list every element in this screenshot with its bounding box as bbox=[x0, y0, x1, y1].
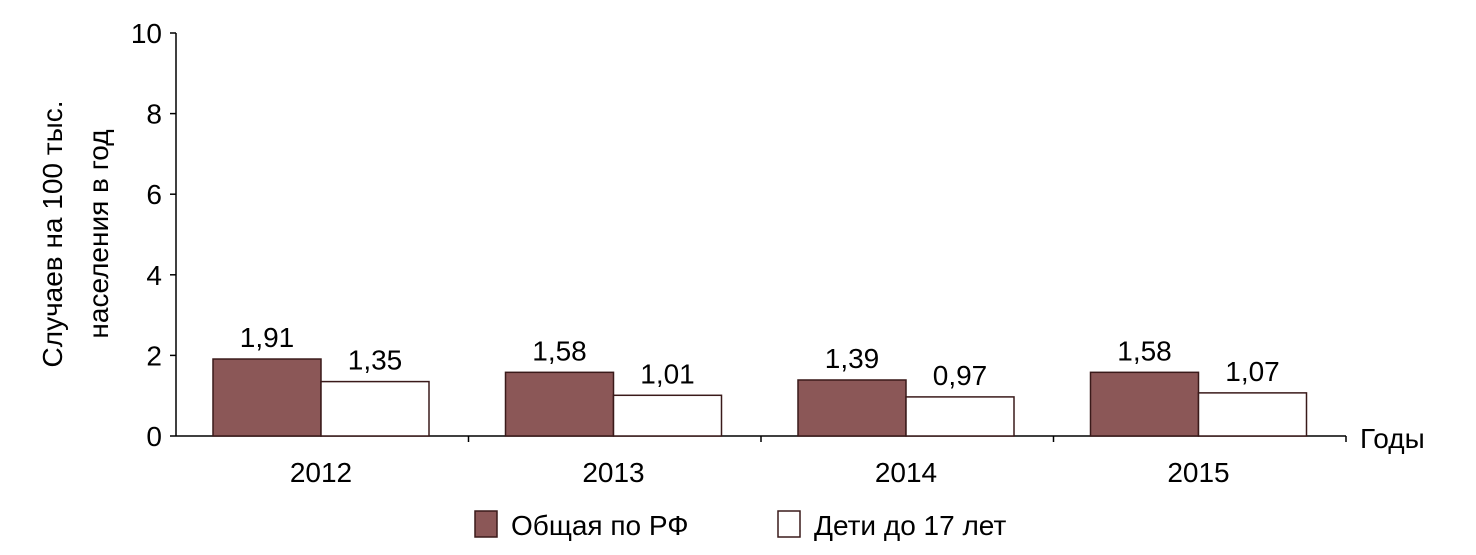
data-label: 1,07 bbox=[1225, 356, 1280, 387]
bar-children-2012 bbox=[320, 380, 430, 437]
bar-total-2015 bbox=[1089, 371, 1200, 437]
y-tick-label: 0 bbox=[146, 421, 162, 452]
y-tick-label: 2 bbox=[146, 340, 162, 371]
data-label: 1,35 bbox=[348, 345, 403, 376]
legend-label: Общая по РФ bbox=[511, 510, 689, 541]
y-tick-label: 8 bbox=[146, 99, 162, 130]
bar-children-2015 bbox=[1197, 392, 1308, 437]
y-tick-label: 4 bbox=[146, 260, 162, 291]
x-axis-title: Годы bbox=[1360, 423, 1425, 454]
y-tick-label: 6 bbox=[146, 179, 162, 210]
x-tick-label: 2013 bbox=[582, 457, 644, 488]
y-axis-title-line2: населения в год bbox=[83, 129, 114, 338]
legend-label: Дети до 17 лет bbox=[814, 510, 1006, 541]
y-axis-title-line1: Случаев на 100 тыс. bbox=[37, 101, 68, 368]
bar-total-2012 bbox=[212, 358, 322, 437]
data-label: 1,39 bbox=[825, 343, 880, 374]
bar-total-2013 bbox=[504, 371, 615, 437]
legend: Общая по РФ Дети до 17 лет bbox=[474, 510, 1006, 541]
data-label: 1,58 bbox=[1117, 335, 1172, 366]
y-tick-label: 10 bbox=[131, 18, 162, 49]
x-tick-label: 2014 bbox=[875, 457, 937, 488]
bar-children-2014 bbox=[905, 396, 1015, 437]
data-label: 0,97 bbox=[933, 360, 988, 391]
bar-total-2014 bbox=[797, 379, 907, 437]
data-label: 1,58 bbox=[532, 335, 587, 366]
legend-swatch bbox=[777, 510, 801, 538]
bar-children-2013 bbox=[612, 394, 723, 437]
bars: 1,91 1,35 2012 1,58 1,01 2013 1,39 0,97 2014 1,58… bbox=[212, 322, 1308, 488]
data-label: 1,01 bbox=[640, 358, 695, 389]
x-tick-label: 2012 bbox=[290, 457, 352, 488]
x-tick-label: 2015 bbox=[1167, 457, 1229, 488]
data-label: 1,91 bbox=[240, 322, 295, 353]
y-axis-title: Случаев на 100 тыс. населения в год bbox=[37, 101, 114, 368]
legend-swatch bbox=[474, 510, 498, 538]
